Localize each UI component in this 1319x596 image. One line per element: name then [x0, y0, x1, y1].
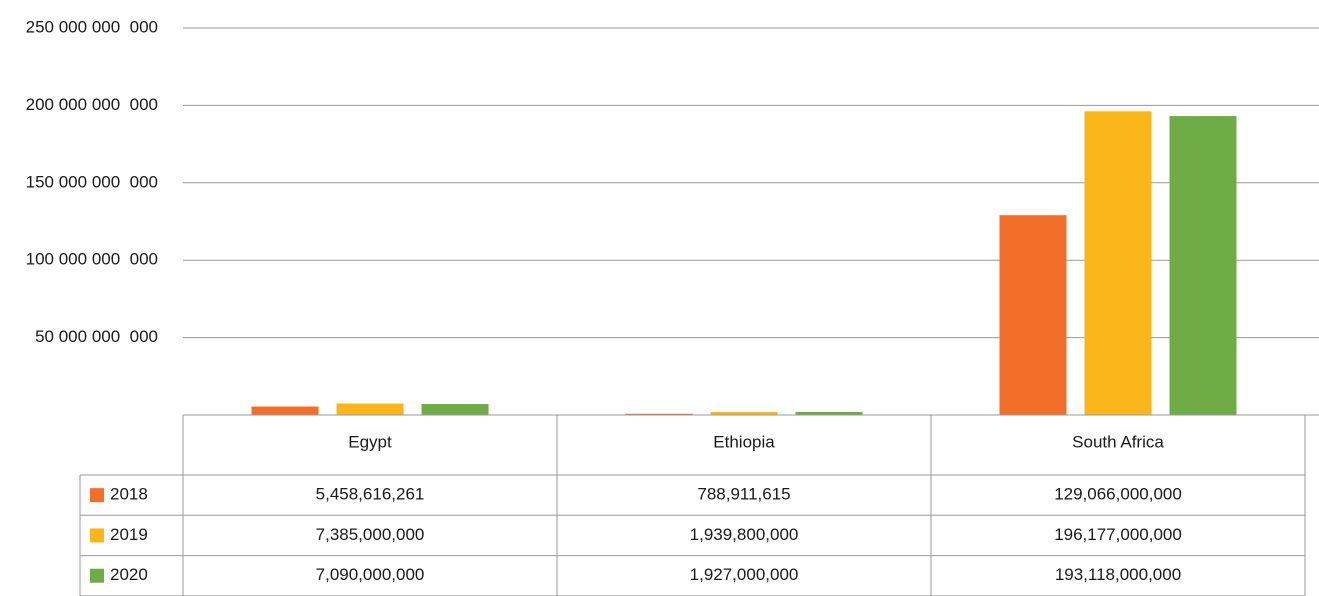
- table-value: 5,458,616,261: [316, 485, 425, 504]
- x-tick-label: Ethiopia: [713, 432, 775, 451]
- table-value: 196,177,000,000: [1054, 525, 1182, 544]
- y-tick-label: 100 000 000 000: [26, 250, 158, 269]
- table-value: 788,911,615: [697, 485, 790, 504]
- table-value: 1,927,000,000: [690, 565, 799, 584]
- table-value: 1,939,800,000: [690, 525, 799, 544]
- legend-swatch: [90, 528, 104, 543]
- table-value: 7,090,000,000: [316, 565, 425, 584]
- x-tick-label: South Africa: [1072, 432, 1164, 451]
- legend-swatch: [90, 568, 104, 583]
- y-tick-label: 150 000 000 000: [26, 172, 158, 191]
- bar: [625, 413, 693, 415]
- y-tick-label: 50 000 000 000: [35, 327, 158, 346]
- x-tick-label: Egypt: [348, 432, 392, 451]
- bar: [251, 406, 319, 415]
- table-value: 193,118,000,000: [1055, 565, 1181, 584]
- y-tick-label: 200 000 000 000: [26, 95, 158, 114]
- bar: [999, 215, 1067, 415]
- legend-label: 2018: [110, 485, 148, 504]
- legend-label: 2019: [110, 525, 148, 544]
- bar: [336, 403, 404, 415]
- bar: [1169, 116, 1237, 415]
- bar: [795, 412, 863, 415]
- bar: [710, 411, 778, 415]
- table-value: 7,385,000,000: [316, 525, 425, 544]
- legend-swatch: [90, 488, 104, 503]
- bar: [1084, 111, 1152, 416]
- y-tick-label: 250 000 000 000: [26, 17, 158, 36]
- table-value: 129,066,000,000: [1054, 485, 1182, 504]
- legend-label: 2020: [110, 565, 148, 584]
- bar: [421, 404, 489, 415]
